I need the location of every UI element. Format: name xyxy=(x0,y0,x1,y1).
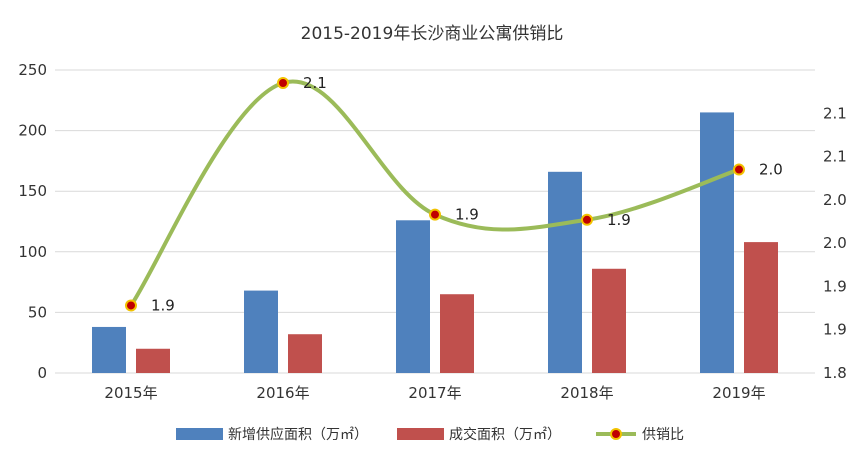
right-tick-label: 2.1 xyxy=(823,148,847,166)
legend-label: 供销比 xyxy=(642,427,684,443)
x-tick-label: 2019年 xyxy=(712,384,765,402)
ratio-data-label: 1.9 xyxy=(151,296,175,314)
left-tick-label: 150 xyxy=(18,182,47,200)
ratio-line-path xyxy=(129,79,741,308)
bar-supply xyxy=(396,220,430,373)
right-tick-label: 2.0 xyxy=(823,191,847,209)
left-tick-label: 200 xyxy=(18,122,47,140)
right-tick-label: 1.8 xyxy=(823,364,847,382)
right-axis-ticks: 1.8 1.9 1.9 2.0 2.0 2.1 2.1 xyxy=(823,104,847,382)
ratio-point xyxy=(733,163,745,176)
gridlines xyxy=(55,69,815,374)
ratio-point xyxy=(429,208,441,221)
x-tick-label: 2018年 xyxy=(560,384,613,402)
left-tick-label: 50 xyxy=(28,303,47,321)
ratio-data-label: 2.0 xyxy=(759,161,783,179)
bar-sales xyxy=(592,268,626,373)
chart-title: 2015-2019年长沙商业公寓供销比 xyxy=(301,24,564,44)
legend-label: 成交面积（万㎡） xyxy=(449,426,561,443)
bars xyxy=(92,112,778,374)
bar-sales xyxy=(288,334,322,373)
ratio-point xyxy=(125,299,137,312)
ratio-data-label: 1.9 xyxy=(607,211,631,229)
right-tick-label: 1.9 xyxy=(823,321,847,339)
right-tick-label: 1.9 xyxy=(823,277,847,295)
bar-supply xyxy=(700,112,734,374)
legend-swatch xyxy=(176,428,223,440)
ratio-point xyxy=(277,76,289,89)
bar-supply xyxy=(244,290,278,373)
x-axis-ticks: 2015年 2016年 2017年 2018年 2019年 xyxy=(104,384,765,402)
left-tick-label: 0 xyxy=(37,364,47,382)
ratio-line: 1.9 2.1 1.9 1.9 2.0 xyxy=(125,74,783,314)
right-tick-label: 2.0 xyxy=(823,234,847,252)
x-tick-label: 2017年 xyxy=(408,384,461,402)
left-tick-label: 250 xyxy=(18,61,47,79)
legend-marker xyxy=(610,428,622,440)
bar-sales xyxy=(136,348,170,373)
bar-sales xyxy=(744,242,778,373)
legend-label: 新增供应面积（万㎡） xyxy=(228,426,368,443)
x-tick-label: 2016年 xyxy=(256,384,309,402)
ratio-data-label: 1.9 xyxy=(455,206,479,224)
left-axis-ticks: 0 50 100 150 200 250 xyxy=(18,61,47,382)
bar-supply xyxy=(92,326,126,373)
ratio-data-label: 2.1 xyxy=(303,74,327,92)
legend: 新增供应面积（万㎡） 成交面积（万㎡） 供销比 xyxy=(176,426,684,443)
right-tick-label: 2.1 xyxy=(823,104,847,122)
legend-swatch xyxy=(397,428,444,440)
bar-supply xyxy=(548,171,582,373)
bar-sales xyxy=(440,294,474,373)
left-tick-label: 100 xyxy=(18,243,47,261)
ratio-point xyxy=(581,213,593,226)
x-tick-label: 2015年 xyxy=(104,384,157,402)
